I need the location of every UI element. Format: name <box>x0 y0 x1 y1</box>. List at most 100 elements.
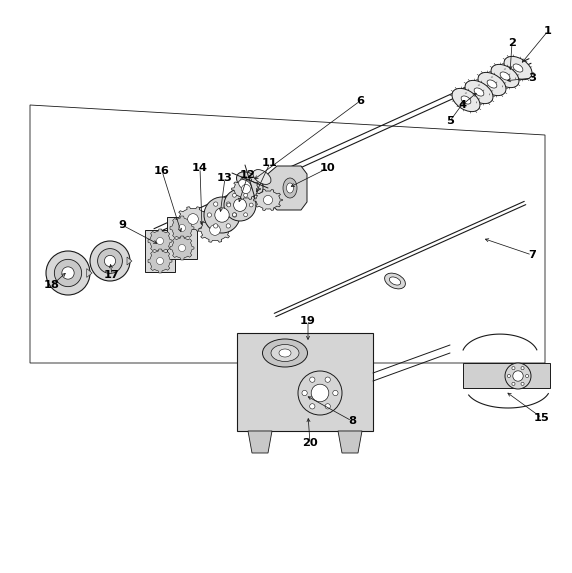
Ellipse shape <box>271 344 299 362</box>
Text: 11: 11 <box>262 158 278 168</box>
Ellipse shape <box>279 349 291 357</box>
Circle shape <box>213 223 218 228</box>
Ellipse shape <box>390 277 400 285</box>
Polygon shape <box>463 363 550 388</box>
Circle shape <box>244 193 248 197</box>
Text: 1: 1 <box>544 26 552 36</box>
Ellipse shape <box>500 72 510 80</box>
Polygon shape <box>170 236 194 260</box>
Circle shape <box>325 377 331 382</box>
Circle shape <box>513 371 523 381</box>
Text: 14: 14 <box>192 163 208 173</box>
Circle shape <box>232 213 237 217</box>
Polygon shape <box>87 269 92 277</box>
Circle shape <box>46 251 90 295</box>
Circle shape <box>188 214 198 224</box>
Ellipse shape <box>253 170 271 185</box>
Circle shape <box>54 260 82 286</box>
Text: 8: 8 <box>348 416 356 426</box>
Ellipse shape <box>236 172 264 194</box>
Circle shape <box>226 202 231 206</box>
Polygon shape <box>237 333 373 431</box>
Text: 6: 6 <box>356 96 364 106</box>
Ellipse shape <box>504 56 532 80</box>
Circle shape <box>302 390 307 395</box>
Circle shape <box>505 363 531 389</box>
Polygon shape <box>148 229 172 253</box>
Ellipse shape <box>465 80 493 104</box>
Ellipse shape <box>487 80 497 88</box>
Circle shape <box>241 185 251 194</box>
Text: 2: 2 <box>508 38 516 48</box>
Polygon shape <box>148 249 172 273</box>
Circle shape <box>232 213 236 217</box>
Circle shape <box>233 199 247 211</box>
Ellipse shape <box>491 64 519 88</box>
Circle shape <box>521 382 524 386</box>
Circle shape <box>309 404 315 409</box>
Circle shape <box>105 256 116 266</box>
Circle shape <box>512 382 515 386</box>
Ellipse shape <box>283 178 297 198</box>
Circle shape <box>507 374 510 378</box>
Circle shape <box>298 371 342 415</box>
Ellipse shape <box>263 339 308 367</box>
Ellipse shape <box>239 179 251 190</box>
Circle shape <box>90 241 130 281</box>
Polygon shape <box>170 216 194 240</box>
Circle shape <box>215 208 229 222</box>
Ellipse shape <box>478 72 506 96</box>
Ellipse shape <box>287 183 293 193</box>
Circle shape <box>325 404 331 409</box>
Circle shape <box>224 189 256 221</box>
Polygon shape <box>263 166 307 210</box>
Ellipse shape <box>452 88 480 112</box>
Circle shape <box>244 213 248 217</box>
Polygon shape <box>167 217 197 259</box>
Polygon shape <box>30 105 545 363</box>
Circle shape <box>232 193 236 197</box>
Circle shape <box>264 195 273 205</box>
Circle shape <box>226 223 231 228</box>
Circle shape <box>213 202 218 206</box>
Circle shape <box>178 245 185 252</box>
Text: 4: 4 <box>458 100 466 110</box>
Polygon shape <box>176 207 210 231</box>
Circle shape <box>227 203 231 207</box>
Circle shape <box>204 197 240 233</box>
Polygon shape <box>248 431 272 453</box>
Circle shape <box>526 374 529 378</box>
Text: 16: 16 <box>154 166 170 176</box>
Text: 15: 15 <box>534 413 550 423</box>
Circle shape <box>333 390 338 395</box>
Text: 5: 5 <box>446 116 454 126</box>
Ellipse shape <box>384 273 406 289</box>
Polygon shape <box>198 218 232 242</box>
Text: 13: 13 <box>217 173 233 183</box>
Circle shape <box>157 237 164 245</box>
Ellipse shape <box>513 64 523 72</box>
Text: 19: 19 <box>300 316 316 326</box>
Circle shape <box>309 377 315 382</box>
Polygon shape <box>253 190 283 210</box>
Text: 17: 17 <box>104 270 120 280</box>
Polygon shape <box>232 178 260 199</box>
Text: 18: 18 <box>44 280 60 290</box>
Text: 3: 3 <box>528 73 536 83</box>
Text: 10: 10 <box>320 163 336 173</box>
Polygon shape <box>127 257 132 265</box>
Circle shape <box>311 384 329 402</box>
Polygon shape <box>338 431 362 453</box>
Circle shape <box>512 367 515 370</box>
Text: 20: 20 <box>302 438 318 448</box>
Circle shape <box>178 225 185 231</box>
Circle shape <box>62 267 74 279</box>
Text: 7: 7 <box>528 250 536 260</box>
Text: 9: 9 <box>118 220 126 230</box>
Circle shape <box>98 249 122 273</box>
Ellipse shape <box>474 88 484 96</box>
Circle shape <box>210 225 220 236</box>
Circle shape <box>157 257 164 265</box>
Circle shape <box>207 213 212 217</box>
Polygon shape <box>145 230 175 272</box>
